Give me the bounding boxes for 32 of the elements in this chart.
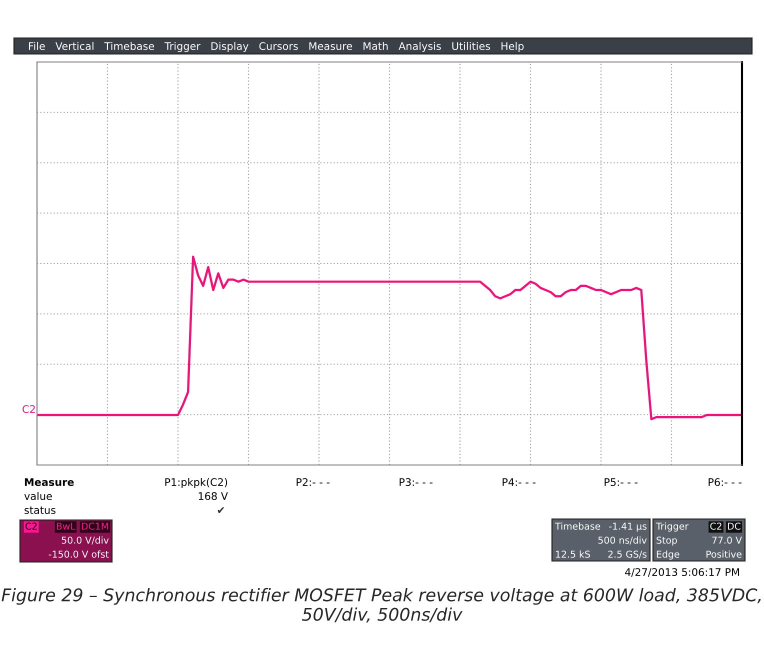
text: Edge [656, 550, 680, 560]
text: DC [728, 522, 740, 530]
text: BwL [56, 522, 76, 530]
text: P2:- - - [296, 478, 330, 486]
text: 168 V [198, 492, 228, 500]
text: -1.41 µs [609, 522, 647, 532]
text: Timebase [554, 522, 600, 530]
text: value [24, 492, 52, 500]
text: 50.0 V/div [62, 536, 109, 544]
text: 4/27/2013 5:06:17 PM [625, 568, 739, 577]
text: P5:- - - [604, 478, 638, 486]
text: ✔ [218, 507, 224, 513]
text: 2.5 GS/s [608, 550, 647, 558]
text: Stop [656, 536, 677, 546]
text: C2 [710, 522, 722, 530]
text: 77.0 V [712, 536, 742, 544]
text: C2 [22, 405, 35, 414]
text: Measure [24, 478, 74, 486]
text: 12.5 kS [556, 550, 590, 558]
text: C2 [26, 522, 37, 530]
text: Positive [706, 550, 742, 558]
text: P4:- - - [502, 478, 536, 486]
text: Figure 29 – Synchronous rectifier MOSFET Peak reverse voltage at 600W load, 385VDC, 50V/div, 500ns/div [2, 588, 761, 623]
text: P6:- - - [708, 478, 742, 486]
text: status [24, 506, 56, 514]
text: File Vertical Timebase Trigger Display Cursors Measure Math Analysis Utilities Help [29, 42, 524, 52]
text: P3:- - - [400, 478, 432, 486]
text: -150.0 V ofst [48, 550, 109, 558]
text: DC1M [82, 522, 108, 530]
text: Trigger [656, 522, 689, 532]
text: 500 ns/div [598, 536, 647, 544]
text: P1:pkpk(C2) [165, 478, 228, 488]
